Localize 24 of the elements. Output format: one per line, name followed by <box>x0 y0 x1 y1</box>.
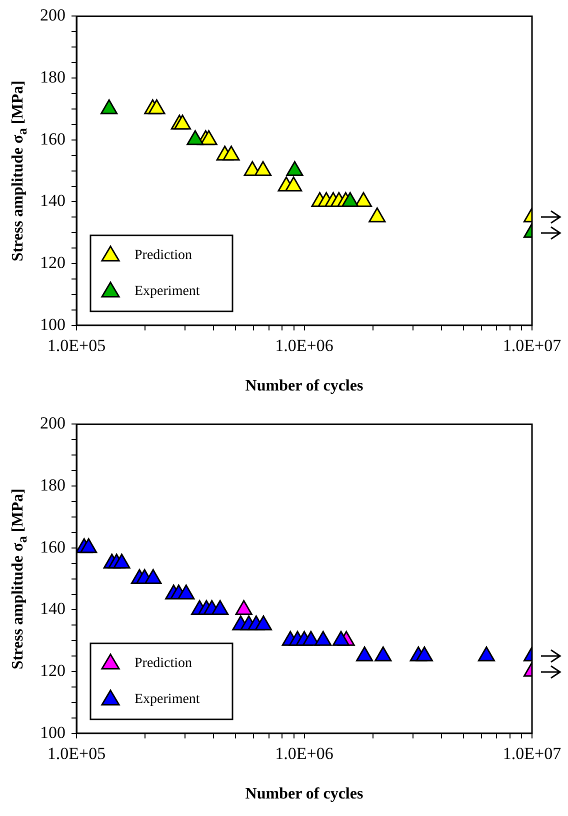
x-axis-title: Number of cycles <box>245 378 364 395</box>
y-tick-label: 100 <box>40 314 66 334</box>
y-tick-label: 140 <box>40 599 66 618</box>
x-tick-label: 1.0E+06 <box>275 336 334 356</box>
x-tick-label: 1.0E+06 <box>275 744 334 764</box>
legend-label: Experiment <box>134 692 200 708</box>
y-tick-label: 120 <box>40 253 66 272</box>
x-axis-title: Number of cycles <box>245 786 364 803</box>
x-tick-label: 1.0E+05 <box>47 744 106 764</box>
y-tick-label: 140 <box>40 191 66 210</box>
legend-label: Prediction <box>134 656 192 672</box>
y-tick-label: 200 <box>40 6 66 25</box>
x-tick-label: 1.0E+05 <box>47 336 106 356</box>
y-tick-label: 200 <box>40 414 66 433</box>
y-tick-label: 100 <box>40 722 66 742</box>
y-tick-label: 120 <box>40 661 66 680</box>
legend-label: Prediction <box>134 248 192 264</box>
y-tick-label: 180 <box>40 476 66 495</box>
y-tick-label: 180 <box>40 68 66 87</box>
legend-label: Experiment <box>134 284 200 300</box>
x-tick-label: 1.0E+07 <box>502 744 562 764</box>
x-tick-label: 1.0E+07 <box>502 336 562 356</box>
y-tick-label: 160 <box>40 129 66 148</box>
y-tick-label: 160 <box>40 537 66 556</box>
